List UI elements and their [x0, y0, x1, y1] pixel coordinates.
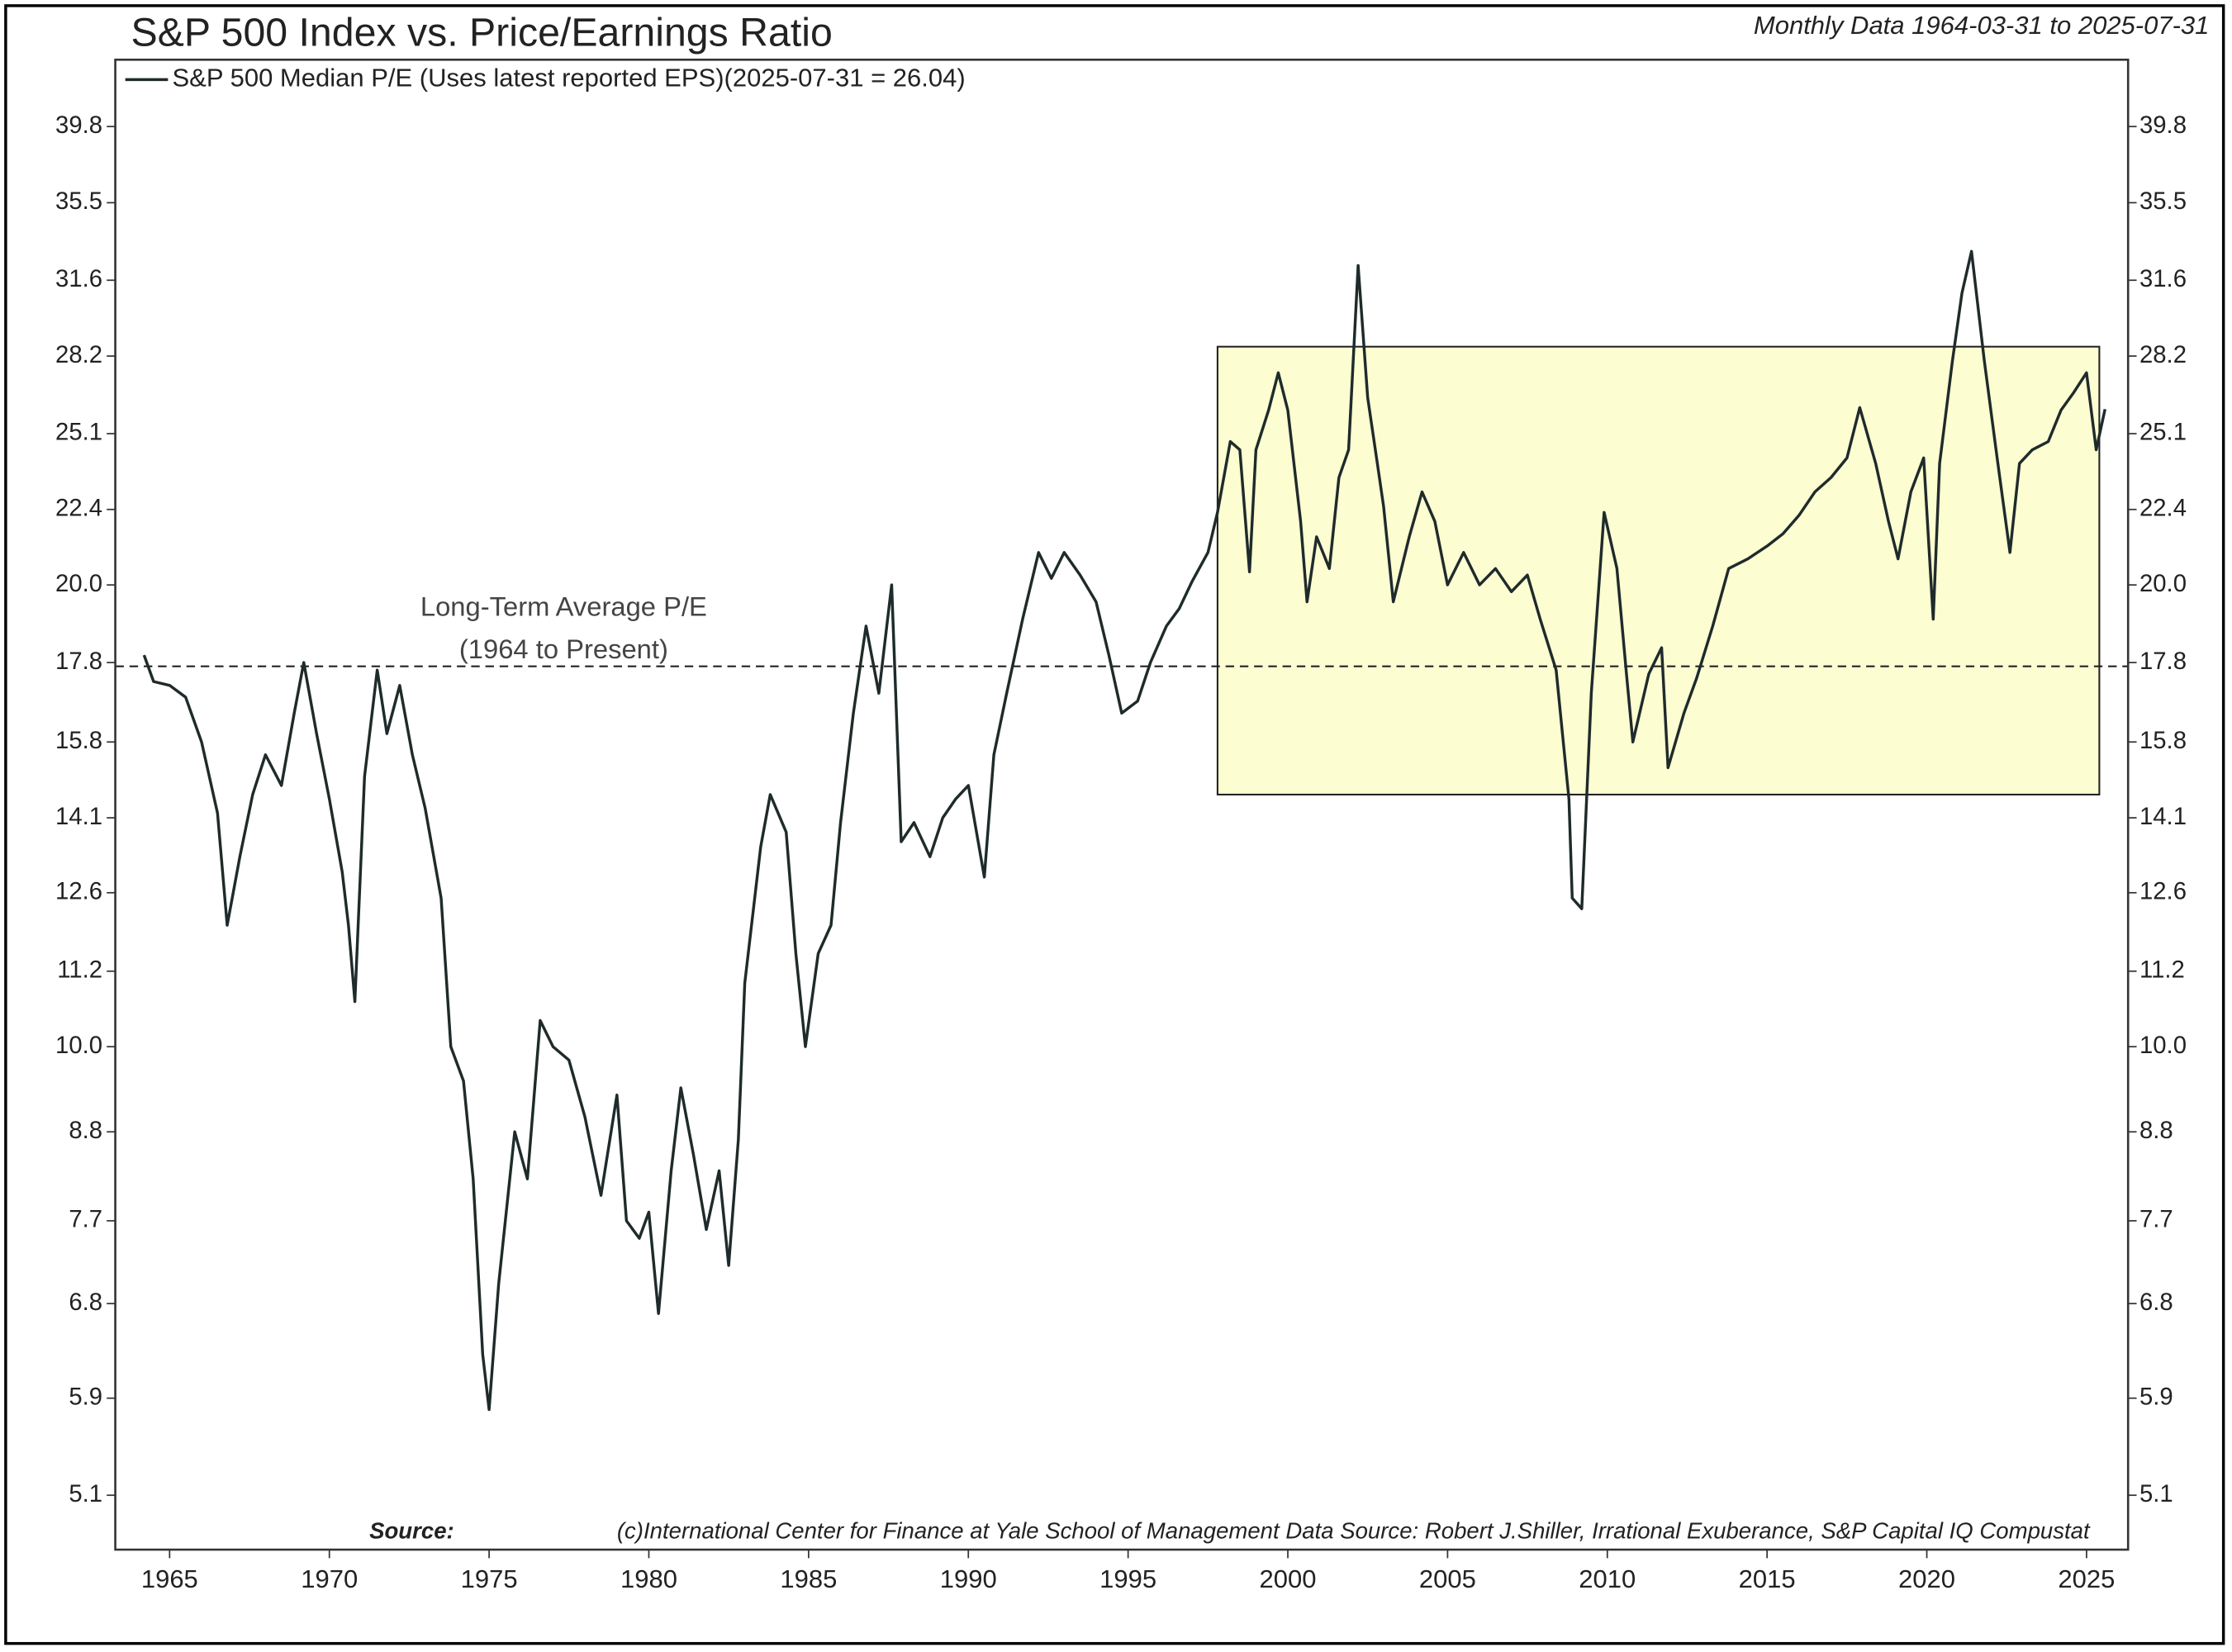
source-text: (c)International Center for Finance at Y…: [617, 1518, 2091, 1544]
x-tick-label: 1985: [780, 1564, 837, 1593]
y-tick-label: 7.7: [69, 1207, 102, 1233]
x-tick-label: 2005: [1419, 1564, 1476, 1593]
y2-tick-label: 5.9: [2139, 1384, 2173, 1410]
y-tick-label: 15.8: [55, 728, 102, 754]
y2-tick-label: 10.0: [2139, 1032, 2187, 1059]
y2-tick-label: 15.8: [2139, 728, 2187, 754]
y-tick-label: 6.8: [69, 1289, 102, 1316]
y-tick-label: 5.1: [69, 1481, 102, 1507]
x-tick-label: 2000: [1260, 1564, 1317, 1593]
annotation: (1964 to Present): [459, 634, 668, 664]
x-tick-label: 2020: [1898, 1564, 1955, 1593]
annotation: Long-Term Average P/E: [420, 591, 707, 621]
source-label: Source:: [369, 1518, 454, 1544]
highlight-box: [1216, 345, 2101, 796]
y2-tick-label: 31.6: [2139, 266, 2187, 292]
x-tick-label: 2010: [1579, 1564, 1636, 1593]
chart-title: S&P 500 Index vs. Price/Earnings Ratio: [131, 11, 833, 55]
y-tick-label: 25.1: [55, 420, 102, 446]
y-tick-label: 11.2: [57, 957, 102, 984]
y-tick-label: 12.6: [55, 879, 102, 905]
y-tick-label: 35.5: [55, 188, 102, 215]
y2-tick-label: 8.8: [2139, 1118, 2173, 1144]
y2-tick-label: 20.0: [2139, 571, 2187, 597]
x-tick-label: 1995: [1099, 1564, 1156, 1593]
y2-tick-label: 14.1: [2139, 804, 2187, 830]
y2-tick-label: 11.2: [2139, 957, 2185, 984]
y-tick-label: 5.9: [69, 1384, 102, 1410]
y2-tick-label: 35.5: [2139, 188, 2187, 215]
y2-tick-label: 6.8: [2139, 1289, 2173, 1316]
plot-underlay: [115, 345, 2129, 796]
y-tick-label: 14.1: [55, 804, 102, 830]
y2-tick-label: 25.1: [2139, 420, 2187, 446]
x-tick-label: 1970: [301, 1564, 358, 1593]
y-tick-label: 20.0: [55, 571, 102, 597]
y2-tick-label: 22.4: [2139, 496, 2187, 522]
y-tick-label: 10.0: [55, 1032, 102, 1059]
plot-border: [114, 58, 2130, 1551]
x-tick-label: 2025: [2058, 1564, 2115, 1593]
legend-label: S&P 500 Median P/E (Uses latest reported…: [173, 64, 966, 93]
x-tick-label: 1990: [940, 1564, 997, 1593]
y2-tick-label: 28.2: [2139, 342, 2187, 368]
y-tick-label: 17.8: [55, 648, 102, 675]
frame: [4, 4, 2225, 1645]
y-tick-label: 8.8: [69, 1118, 102, 1144]
y2-tick-label: 7.7: [2139, 1207, 2173, 1233]
series-line: [142, 249, 2106, 1412]
x-tick-label: 2015: [1739, 1564, 1796, 1593]
x-tick-label: 1975: [461, 1564, 518, 1593]
y2-tick-label: 12.6: [2139, 879, 2187, 905]
x-tick-label: 1980: [620, 1564, 677, 1593]
y-tick-label: 31.6: [55, 266, 102, 292]
y-tick-label: 28.2: [55, 342, 102, 368]
chart-subtitle: Monthly Data 1964-03-31 to 2025-07-31: [1754, 11, 2210, 40]
y-tick-label: 39.8: [55, 112, 102, 139]
y2-tick-label: 5.1: [2139, 1481, 2173, 1507]
y2-tick-label: 17.8: [2139, 648, 2187, 675]
y2-tick-label: 39.8: [2139, 112, 2187, 139]
x-tick-label: 1965: [141, 1564, 198, 1593]
y-tick-label: 22.4: [55, 496, 102, 522]
